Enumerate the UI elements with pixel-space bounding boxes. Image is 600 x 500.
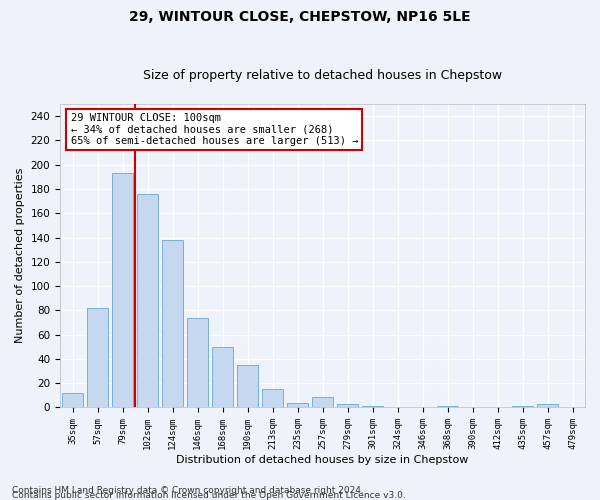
Text: Contains HM Land Registry data © Crown copyright and database right 2024.: Contains HM Land Registry data © Crown c… <box>12 486 364 495</box>
Bar <box>112 173 133 408</box>
Bar <box>312 396 333 407</box>
Bar <box>212 347 233 408</box>
Bar <box>337 404 358 407</box>
Bar <box>162 240 183 408</box>
Bar <box>437 406 458 408</box>
Bar <box>237 365 258 408</box>
Bar <box>62 393 83 407</box>
Bar <box>137 194 158 408</box>
Bar <box>87 308 108 408</box>
Bar <box>512 406 533 408</box>
Bar <box>287 402 308 407</box>
Title: Size of property relative to detached houses in Chepstow: Size of property relative to detached ho… <box>143 69 502 82</box>
Bar <box>537 404 558 407</box>
X-axis label: Distribution of detached houses by size in Chepstow: Distribution of detached houses by size … <box>176 455 469 465</box>
Text: 29 WINTOUR CLOSE: 100sqm
← 34% of detached houses are smaller (268)
65% of semi-: 29 WINTOUR CLOSE: 100sqm ← 34% of detach… <box>71 113 358 146</box>
Bar <box>362 406 383 408</box>
Text: 29, WINTOUR CLOSE, CHEPSTOW, NP16 5LE: 29, WINTOUR CLOSE, CHEPSTOW, NP16 5LE <box>129 10 471 24</box>
Text: Contains public sector information licensed under the Open Government Licence v3: Contains public sector information licen… <box>12 490 406 500</box>
Bar <box>187 318 208 408</box>
Y-axis label: Number of detached properties: Number of detached properties <box>15 168 25 344</box>
Bar <box>262 390 283 407</box>
